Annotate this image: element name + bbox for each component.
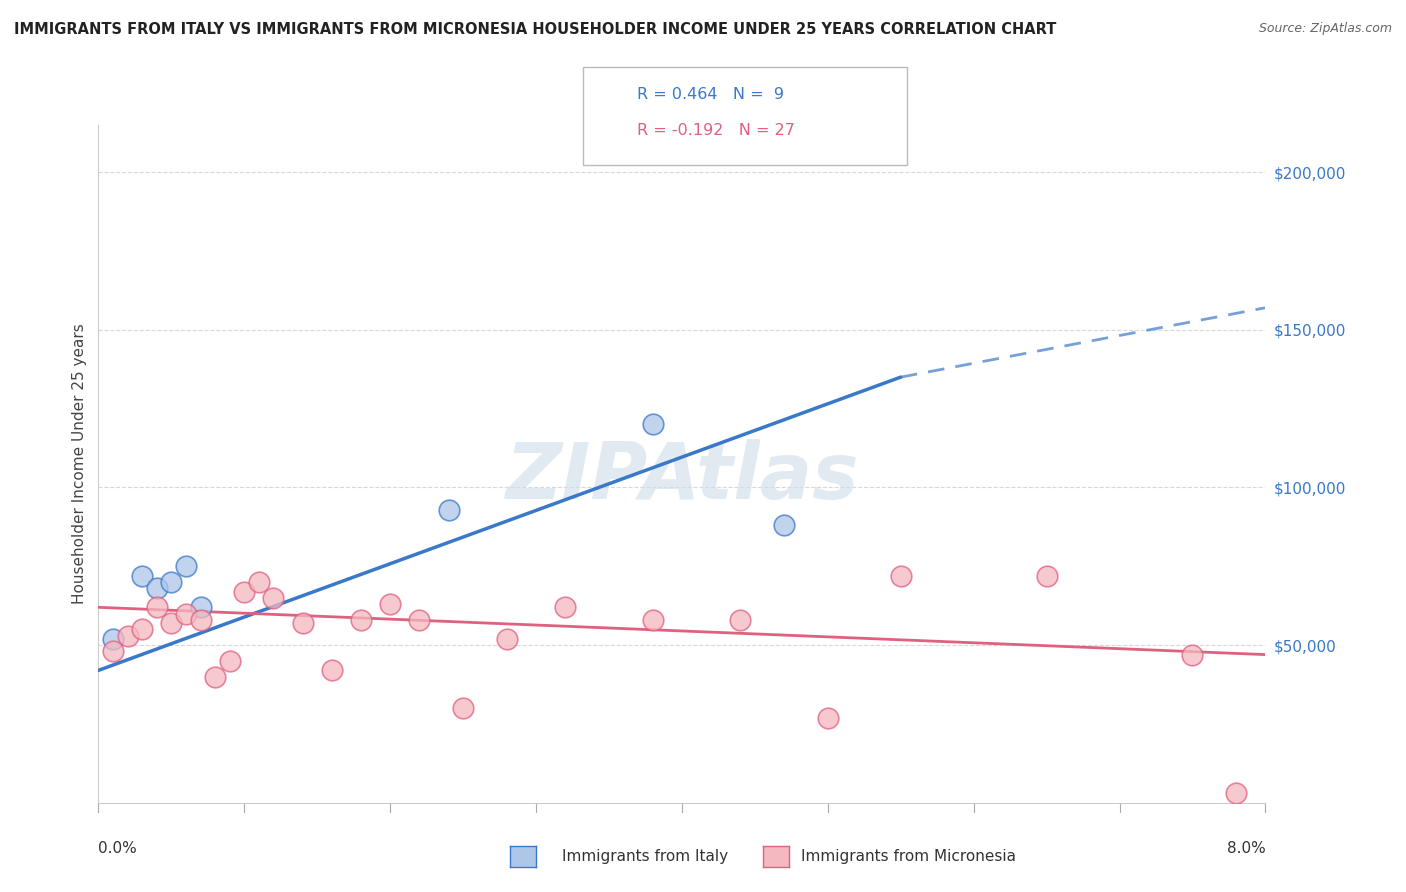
Point	[218, 654, 240, 668]
Point	[247, 575, 270, 590]
Text: ZIPAtlas: ZIPAtlas	[505, 440, 859, 516]
Text: R = -0.192   N = 27: R = -0.192 N = 27	[637, 123, 794, 137]
Point	[1181, 648, 1204, 662]
Point	[131, 623, 153, 637]
Point	[204, 670, 226, 684]
Point	[101, 644, 124, 658]
Point	[101, 632, 124, 646]
Point	[437, 502, 460, 516]
Point	[117, 629, 139, 643]
Text: 8.0%: 8.0%	[1226, 840, 1265, 855]
Point	[160, 616, 183, 631]
Point	[146, 600, 169, 615]
Point	[641, 613, 664, 627]
Point	[321, 664, 343, 678]
Point	[1225, 786, 1247, 800]
Point	[174, 607, 197, 621]
Point	[1035, 568, 1057, 582]
Point	[773, 518, 796, 533]
Point	[641, 417, 664, 432]
Point	[262, 591, 284, 605]
Point	[160, 575, 183, 590]
Text: R = 0.464   N =  9: R = 0.464 N = 9	[637, 87, 785, 102]
Text: Source: ZipAtlas.com: Source: ZipAtlas.com	[1258, 22, 1392, 36]
Text: Immigrants from Micronesia: Immigrants from Micronesia	[801, 849, 1017, 863]
Point	[291, 616, 314, 631]
Point	[554, 600, 576, 615]
Point	[728, 613, 751, 627]
Point	[350, 613, 373, 627]
Point	[146, 582, 169, 596]
Y-axis label: Householder Income Under 25 years: Householder Income Under 25 years	[72, 324, 87, 604]
Point	[190, 600, 212, 615]
Point	[233, 584, 256, 599]
Text: Immigrants from Italy: Immigrants from Italy	[562, 849, 728, 863]
Point	[496, 632, 519, 646]
Point	[174, 559, 197, 574]
Point	[131, 568, 153, 582]
Point	[451, 701, 474, 715]
Point	[817, 711, 839, 725]
Point	[190, 613, 212, 627]
Text: IMMIGRANTS FROM ITALY VS IMMIGRANTS FROM MICRONESIA HOUSEHOLDER INCOME UNDER 25 : IMMIGRANTS FROM ITALY VS IMMIGRANTS FROM…	[14, 22, 1056, 37]
Point	[890, 568, 912, 582]
Point	[378, 597, 402, 611]
Text: 0.0%: 0.0%	[98, 840, 138, 855]
Point	[408, 613, 430, 627]
